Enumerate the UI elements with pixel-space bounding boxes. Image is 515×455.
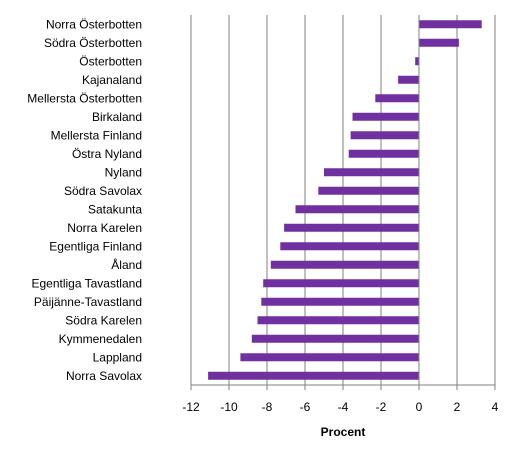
bar: [261, 297, 419, 306]
bar: [375, 94, 419, 103]
category-label: Birkaland: [92, 110, 142, 124]
category-label: Österbotten: [79, 54, 142, 68]
category-label: Mellersta Österbotten: [27, 91, 142, 105]
bar: [208, 371, 419, 380]
bar: [415, 57, 419, 66]
category-labels: Norra Österbotten Södra Österbotten Österb…: [27, 17, 142, 383]
bar: [284, 223, 419, 232]
category-label: Egentliga Tavastland: [31, 276, 142, 290]
category-label: Södra Savolax: [64, 184, 142, 198]
category-label: Östra Nyland: [72, 147, 142, 161]
bar: [352, 112, 419, 121]
x-axis-tick-label: 0: [416, 400, 423, 414]
x-axis-tick-label: -6: [300, 400, 311, 414]
category-label: Norra Österbotten: [46, 17, 142, 31]
category-label: Lappland: [93, 350, 142, 364]
x-axis-tick-label: -4: [338, 400, 349, 414]
category-label: Satakunta: [88, 202, 142, 216]
x-axis-tick-label: -2: [376, 400, 387, 414]
x-axis-tick-label: 2: [454, 400, 461, 414]
bar: [280, 242, 419, 251]
x-axis-title: Procent: [321, 425, 366, 439]
bar: [398, 75, 419, 84]
category-label: Södra Österbotten: [44, 36, 142, 50]
bar: [348, 149, 419, 158]
category-label: Norra Savolax: [66, 369, 142, 383]
x-axis-tick-labels: -12 -10 -8 -6 -4 -2 0 2 4: [182, 400, 498, 414]
category-label: Egentliga Finland: [49, 239, 142, 253]
category-label: Södra Karelen: [65, 313, 142, 327]
category-label: Nyland: [105, 165, 142, 179]
x-axis-tick-label: -12: [182, 400, 200, 414]
grid-lines: [190, 15, 496, 385]
category-label: Kymmenedalen: [59, 332, 142, 346]
x-axis-tick-label: -8: [262, 400, 273, 414]
category-label: Åland: [111, 257, 142, 272]
bar: [419, 20, 482, 29]
bar: [324, 168, 419, 177]
bars: [208, 20, 482, 380]
category-label: Kajanaland: [82, 73, 142, 87]
bar: [419, 38, 459, 47]
category-label: Mellersta Finland: [51, 128, 142, 142]
x-axis-tick-label: 4: [492, 400, 499, 414]
bar: [251, 334, 419, 343]
category-label: Päijänne-Tavastland: [34, 295, 142, 309]
x-axis-tick-label: -10: [220, 400, 238, 414]
category-label: Norra Karelen: [67, 221, 142, 235]
bar: [257, 316, 419, 325]
bar: [240, 353, 419, 362]
axes: [190, 15, 496, 390]
bar: [270, 260, 419, 269]
bar: [263, 279, 419, 288]
bar: [295, 205, 419, 214]
bar: [350, 131, 419, 140]
bar: [318, 186, 419, 195]
